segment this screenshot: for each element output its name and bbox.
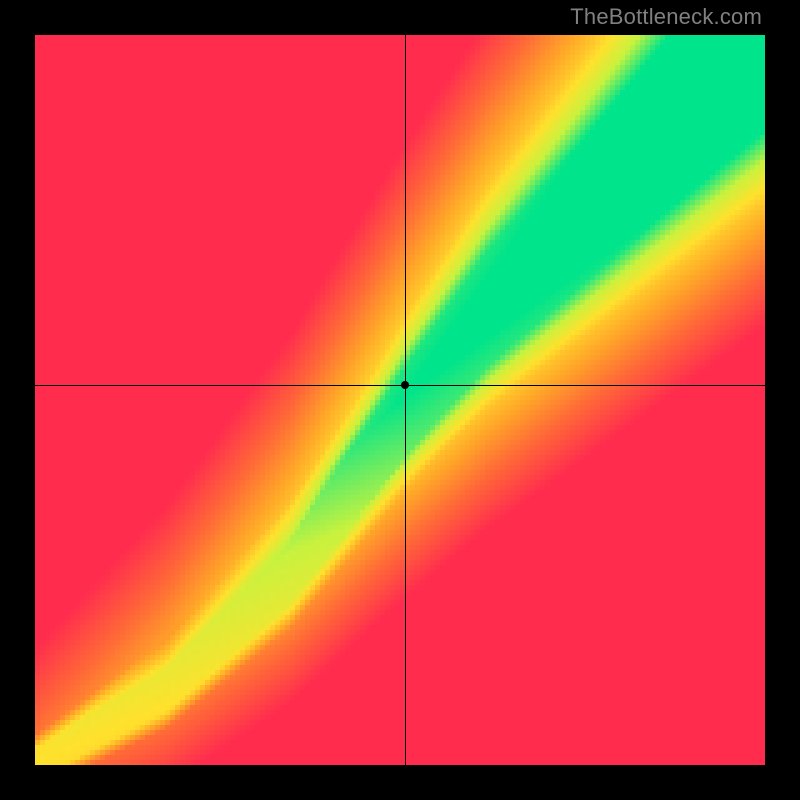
crosshair-marker xyxy=(401,381,409,389)
heatmap-canvas xyxy=(35,35,765,765)
crosshair-horizontal xyxy=(35,385,765,386)
attribution-label: TheBottleneck.com xyxy=(570,4,762,30)
crosshair-vertical xyxy=(405,35,406,765)
figure-root: TheBottleneck.com xyxy=(0,0,800,800)
plot-area xyxy=(35,35,765,765)
